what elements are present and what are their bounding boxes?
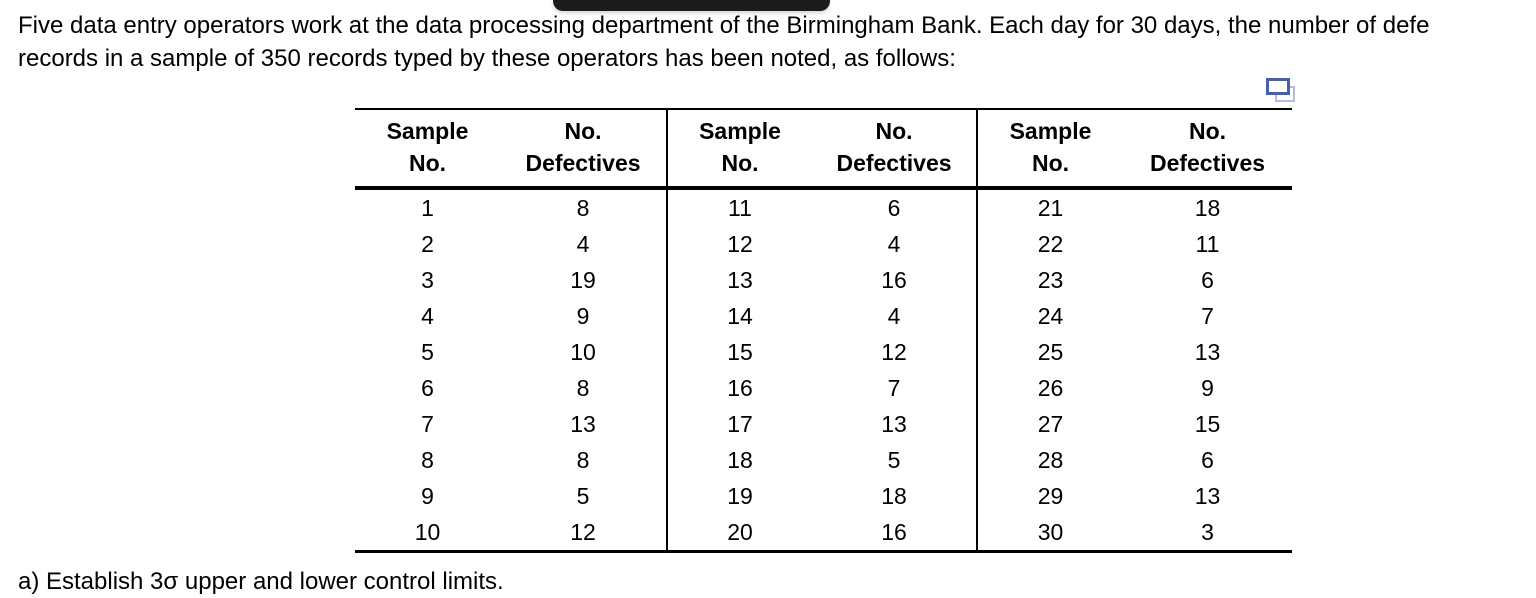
cell-defectives: 19 <box>500 262 668 298</box>
cell-sample: 15 <box>727 338 753 365</box>
problem-statement-line2: records in a sample of 350 records typed… <box>18 45 956 72</box>
cell-sample: 23 <box>1037 266 1064 293</box>
cell-defectives: 4 <box>812 226 978 262</box>
header-text: No. <box>1188 118 1227 144</box>
cell-defectives: 11 <box>1195 230 1220 257</box>
table-body: 1 8 11 6 21 18 2 4 12 4 22 11 3 19 13 16… <box>355 188 1292 552</box>
cell-sample: 21 <box>1037 194 1064 221</box>
cell-sample: 3 <box>421 266 434 293</box>
cell-sample: 19 <box>727 482 753 509</box>
cell-sample: 27 <box>1037 410 1064 437</box>
table-row: 10 12 20 16 30 3 <box>355 514 1292 552</box>
cell-defectives: 7 <box>1201 302 1214 329</box>
cell-defectives: 13 <box>500 406 668 442</box>
cell-defectives: 16 <box>812 514 978 552</box>
copy-icon-front-rect <box>1266 78 1290 95</box>
cell-sample: 4 <box>421 302 434 329</box>
cell-sample: 16 <box>727 374 753 401</box>
header-text: No. <box>875 118 913 144</box>
cell-defectives: 7 <box>812 370 978 406</box>
copy-icon[interactable] <box>1266 78 1300 108</box>
header-text: Sample <box>699 118 781 144</box>
cell-defectives: 13 <box>812 406 978 442</box>
header-text: Defectives <box>836 150 952 176</box>
header-no-defectives-3: No. Defectives <box>1123 109 1292 190</box>
problem-statement-line1: Five data entry operators work at the da… <box>18 12 1430 39</box>
cell-defectives: 12 <box>812 334 978 370</box>
cell-sample: 20 <box>727 518 753 545</box>
cell-sample: 1 <box>421 194 434 221</box>
table-row: 4 9 14 4 24 7 <box>355 298 1292 334</box>
cell-defectives: 8 <box>500 370 668 406</box>
cell-defectives: 13 <box>1194 482 1221 509</box>
table-row: 1 8 11 6 21 18 <box>355 188 1292 226</box>
cell-defectives: 4 <box>812 298 978 334</box>
table-row: 5 10 15 12 25 13 <box>355 334 1292 370</box>
cell-sample: 11 <box>728 194 752 221</box>
cell-sample: 7 <box>421 410 434 437</box>
header-text: No. <box>408 150 447 176</box>
cell-defectives: 13 <box>1194 338 1221 365</box>
cell-sample: 22 <box>1037 230 1064 257</box>
header-text: No. <box>721 150 759 176</box>
cell-sample: 6 <box>421 374 434 401</box>
header-text: Defectives <box>525 150 641 176</box>
cell-defectives: 6 <box>1201 266 1214 293</box>
cell-defectives: 9 <box>1201 374 1214 401</box>
cell-defectives: 6 <box>812 188 978 226</box>
cell-sample: 14 <box>727 302 753 329</box>
table-row: 7 13 17 13 27 15 <box>355 406 1292 442</box>
header-text: No. <box>564 118 602 144</box>
header-sample-no-1: Sample No. <box>355 109 500 190</box>
cell-defectives: 3 <box>1201 518 1214 545</box>
question-part-a: a) Establish 3σ upper and lower control … <box>18 568 504 595</box>
cell-sample: 9 <box>421 482 434 509</box>
cell-defectives: 8 <box>500 442 668 478</box>
defectives-table: Sample No. No. Defectives Sample No. No.… <box>355 108 1292 553</box>
cell-sample: 13 <box>727 266 753 293</box>
header-no-defectives-1: No. Defectives <box>500 109 668 190</box>
cell-sample: 29 <box>1037 482 1064 509</box>
header-text: No. <box>1031 150 1070 176</box>
header-sample-no-3: Sample No. <box>977 109 1123 190</box>
cell-sample: 18 <box>727 446 753 473</box>
table-row: 8 8 18 5 28 6 <box>355 442 1292 478</box>
cell-defectives: 10 <box>500 334 668 370</box>
table-row: 6 8 16 7 26 9 <box>355 370 1292 406</box>
table-header: Sample No. No. Defectives Sample No. No.… <box>355 109 1292 190</box>
cell-sample: 12 <box>727 230 753 257</box>
cell-sample: 2 <box>421 230 434 257</box>
cell-sample: 25 <box>1037 338 1064 365</box>
table-row: 2 4 12 4 22 11 <box>355 226 1292 262</box>
cell-defectives: 12 <box>500 514 668 552</box>
cell-sample: 17 <box>727 410 753 437</box>
cell-sample: 10 <box>414 518 441 545</box>
cell-defectives: 4 <box>500 226 668 262</box>
cell-sample: 8 <box>421 446 434 473</box>
header-text: Sample <box>386 118 469 144</box>
cell-sample: 24 <box>1037 302 1064 329</box>
cell-sample: 5 <box>421 338 434 365</box>
cell-defectives: 5 <box>812 442 978 478</box>
header-text: Defectives <box>1149 150 1266 176</box>
cell-defectives: 16 <box>812 262 978 298</box>
table-row: 3 19 13 16 23 6 <box>355 262 1292 298</box>
cell-defectives: 18 <box>1194 194 1221 221</box>
cell-defectives: 15 <box>1194 410 1221 437</box>
cell-defectives: 5 <box>500 478 668 514</box>
header-text: Sample <box>1009 118 1092 144</box>
problem-statement: Five data entry operators work at the da… <box>18 9 1429 75</box>
cell-sample: 30 <box>1037 518 1064 545</box>
table-row: 9 5 19 18 29 13 <box>355 478 1292 514</box>
header-sample-no-2: Sample No. <box>667 109 812 190</box>
top-notch-bar <box>553 0 830 11</box>
cell-defectives: 8 <box>500 188 668 226</box>
cell-sample: 28 <box>1037 446 1064 473</box>
cell-sample: 26 <box>1037 374 1064 401</box>
cell-defectives: 9 <box>500 298 668 334</box>
cell-defectives: 18 <box>812 478 978 514</box>
cell-defectives: 6 <box>1201 446 1214 473</box>
header-no-defectives-2: No. Defectives <box>812 109 978 190</box>
